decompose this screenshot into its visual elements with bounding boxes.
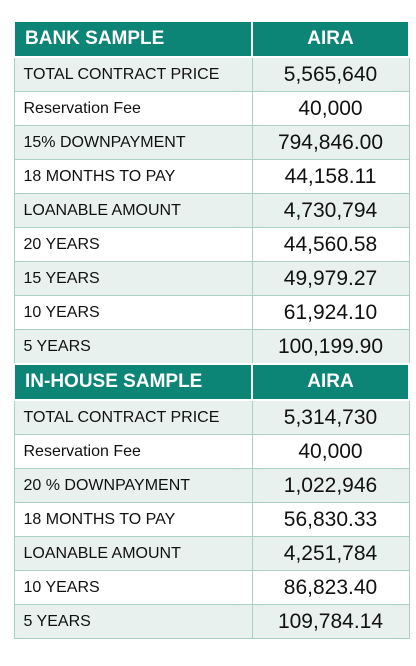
table-row: 15% DOWNPAYMENT 794,846.00 — [13, 125, 410, 160]
table-row: 5 YEARS 109,784.14 — [13, 604, 410, 639]
row-label: TOTAL CONTRACT PRICE — [13, 399, 253, 435]
pricing-table: BANK SAMPLE AIRA TOTAL CONTRACT PRICE 5,… — [13, 20, 410, 639]
row-value: 4,730,794 — [251, 193, 410, 228]
row-label: Reservation Fee — [13, 434, 253, 469]
row-label: Reservation Fee — [13, 91, 253, 126]
row-label: 18 MONTHS TO PAY — [13, 159, 253, 194]
row-label: 10 YEARS — [13, 295, 253, 330]
row-label: 20 YEARS — [13, 227, 253, 262]
table-row: 10 YEARS 61,924.10 — [13, 295, 410, 330]
inhouse-sample-header: IN-HOUSE SAMPLE AIRA — [13, 363, 410, 401]
row-value: 61,924.10 — [251, 295, 410, 330]
table-row: LOANABLE AMOUNT 4,251,784 — [13, 536, 410, 571]
row-label: 5 YEARS — [13, 329, 253, 365]
row-label: 15% DOWNPAYMENT — [13, 125, 253, 160]
table-row: 5 YEARS 100,199.90 — [13, 329, 410, 365]
row-value: 5,565,640 — [251, 56, 410, 92]
table-row: 20 YEARS 44,560.58 — [13, 227, 410, 262]
bank-sample-header: BANK SAMPLE AIRA — [13, 20, 410, 58]
row-value: 794,846.00 — [251, 125, 410, 160]
table-row: Reservation Fee 40,000 — [13, 434, 410, 469]
table-row: TOTAL CONTRACT PRICE 5,314,730 — [13, 399, 410, 435]
row-value: 40,000 — [251, 434, 410, 469]
table-row: Reservation Fee 40,000 — [13, 91, 410, 126]
row-value: 40,000 — [251, 91, 410, 126]
inhouse-sample-title: IN-HOUSE SAMPLE — [13, 363, 253, 401]
table-row: LOANABLE AMOUNT 4,730,794 — [13, 193, 410, 228]
row-label: LOANABLE AMOUNT — [13, 193, 253, 228]
row-label: 18 MONTHS TO PAY — [13, 502, 253, 537]
row-value: 100,199.90 — [251, 329, 410, 365]
row-label: 20 % DOWNPAYMENT — [13, 468, 253, 503]
table-row: 10 YEARS 86,823.40 — [13, 570, 410, 605]
row-value: 44,560.58 — [251, 227, 410, 262]
row-value: 86,823.40 — [251, 570, 410, 605]
row-value: 44,158.11 — [251, 159, 410, 194]
row-value: 5,314,730 — [251, 399, 410, 435]
inhouse-sample-project: AIRA — [251, 363, 410, 401]
row-value: 1,022,946 — [251, 468, 410, 503]
row-label: LOANABLE AMOUNT — [13, 536, 253, 571]
table-row: 18 MONTHS TO PAY 56,830.33 — [13, 502, 410, 537]
row-label: TOTAL CONTRACT PRICE — [13, 56, 253, 92]
bank-sample-project: AIRA — [251, 20, 410, 58]
row-value: 56,830.33 — [251, 502, 410, 537]
row-value: 109,784.14 — [251, 604, 410, 639]
row-value: 49,979.27 — [251, 261, 410, 296]
row-value: 4,251,784 — [251, 536, 410, 571]
table-row: TOTAL CONTRACT PRICE 5,565,640 — [13, 56, 410, 92]
row-label: 10 YEARS — [13, 570, 253, 605]
row-label: 15 YEARS — [13, 261, 253, 296]
table-row: 15 YEARS 49,979.27 — [13, 261, 410, 296]
row-label: 5 YEARS — [13, 604, 253, 639]
bank-sample-title: BANK SAMPLE — [13, 20, 253, 58]
table-row: 18 MONTHS TO PAY 44,158.11 — [13, 159, 410, 194]
table-row: 20 % DOWNPAYMENT 1,022,946 — [13, 468, 410, 503]
